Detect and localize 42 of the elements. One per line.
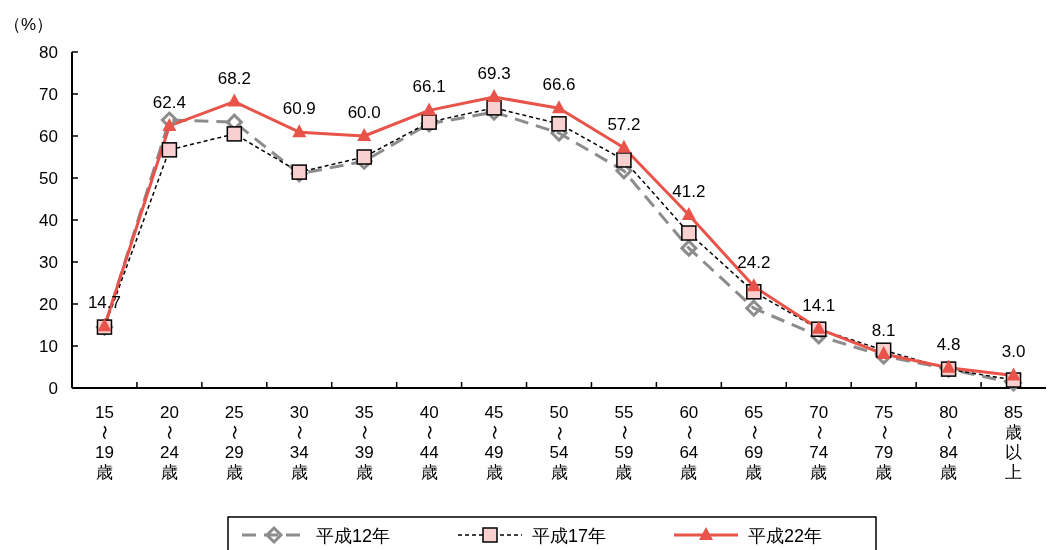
data-label: 14.1 — [802, 295, 836, 315]
x-tick-label: 85歳以上 — [1004, 403, 1023, 482]
x-tick-label: 50〜54歳 — [549, 403, 569, 482]
legend-label: 平成12年 — [316, 526, 391, 546]
x-tick-label: 15〜19歳 — [95, 403, 114, 482]
y-tick-label: 40 — [39, 211, 58, 230]
x-tick-label: 65〜69歳 — [744, 403, 764, 482]
x-tick-label: 55〜59歳 — [614, 403, 634, 482]
legend-label: 平成22年 — [748, 526, 823, 546]
y-tick-label: 10 — [39, 337, 58, 356]
x-tick-label: 25〜29歳 — [224, 403, 244, 482]
x-tick-label: 75〜79歳 — [874, 403, 894, 482]
y-tick-label: 20 — [39, 295, 58, 314]
data-label: 41.2 — [672, 181, 706, 201]
data-label: 24.2 — [737, 253, 771, 273]
y-tick-label: 50 — [39, 169, 58, 188]
data-label: 62.4 — [152, 92, 186, 112]
data-label: 68.2 — [217, 68, 251, 88]
x-tick-label: 80〜84歳 — [939, 403, 959, 482]
x-tick-label: 60〜64歳 — [679, 403, 699, 482]
y-tick-label: 30 — [39, 253, 58, 272]
data-label: 57.2 — [607, 114, 641, 134]
data-label: 66.6 — [542, 75, 576, 95]
data-label: 69.3 — [477, 63, 511, 83]
legend-label: 平成17年 — [532, 526, 607, 546]
y-tick-label: 70 — [39, 85, 58, 104]
x-tick-label: 20〜24歳 — [159, 403, 179, 482]
data-label: 3.0 — [1001, 342, 1026, 362]
x-tick-label: 70〜74歳 — [809, 403, 829, 482]
y-tick-label: 60 — [39, 127, 58, 146]
data-label: 60.0 — [347, 103, 381, 122]
x-tick-label: 45〜49歳 — [484, 403, 504, 482]
x-tick-label: 30〜34歳 — [289, 403, 309, 482]
y-tick-label: 0 — [48, 379, 58, 398]
x-tick-label: 40〜44歳 — [419, 403, 439, 482]
data-label: 66.1 — [412, 77, 446, 97]
y-tick-label: 80 — [39, 43, 58, 62]
data-label: 60.9 — [282, 99, 316, 119]
y-axis-title: （%） — [4, 15, 54, 34]
data-label: 4.8 — [936, 334, 961, 354]
x-tick-label: 35〜39歳 — [354, 403, 374, 482]
data-label: 8.1 — [871, 320, 896, 340]
